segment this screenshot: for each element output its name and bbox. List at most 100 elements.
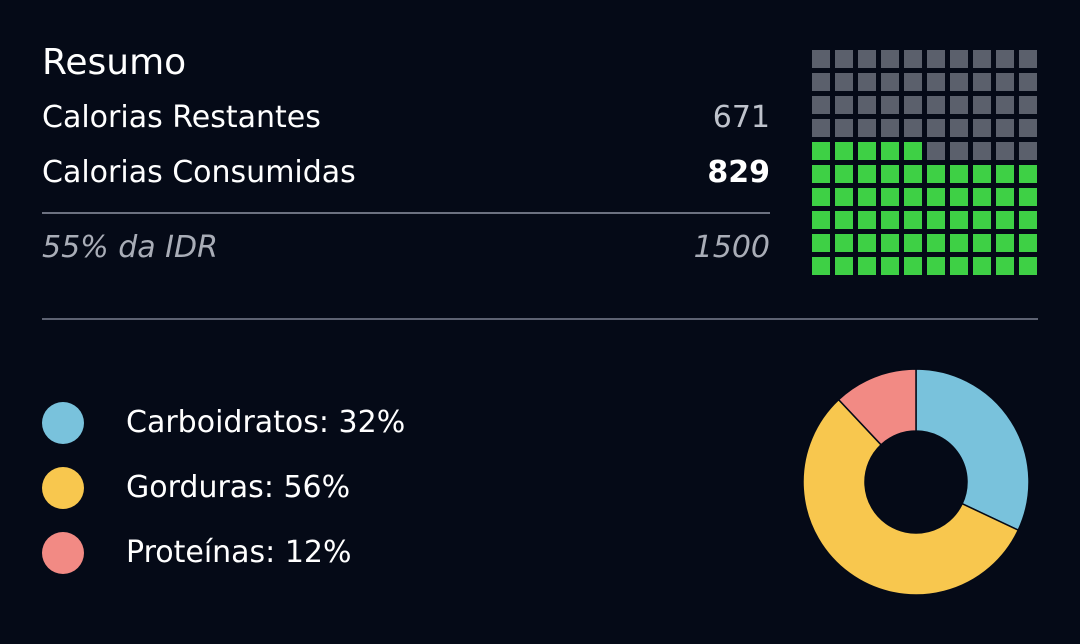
waffle-cell — [950, 96, 968, 114]
legend-item-fats: Gorduras: 56% — [42, 455, 405, 520]
waffle-cell — [812, 211, 830, 229]
waffle-cell — [973, 73, 991, 91]
waffle-cell — [881, 73, 899, 91]
idr-percent-label: 55% da IDR — [42, 230, 218, 265]
waffle-cell — [858, 234, 876, 252]
waffle-cell — [881, 188, 899, 206]
waffle-cell — [973, 211, 991, 229]
idr-total-value: 1500 — [693, 230, 770, 265]
waffle-cell — [904, 96, 922, 114]
waffle-cell — [996, 73, 1014, 91]
waffle-cell — [950, 73, 968, 91]
waffle-cell — [881, 211, 899, 229]
waffle-cell — [881, 142, 899, 160]
waffle-cell — [1019, 165, 1037, 183]
proteins-color-dot — [42, 531, 84, 574]
waffle-cell — [927, 211, 945, 229]
waffle-cell — [1019, 211, 1037, 229]
waffle-cell — [858, 142, 876, 160]
waffle-cell — [996, 50, 1014, 68]
waffle-cell — [835, 211, 853, 229]
waffle-cell — [973, 50, 991, 68]
waffle-cell — [904, 50, 922, 68]
waffle-cell — [996, 96, 1014, 114]
calories-consumed-value: 829 — [707, 155, 770, 190]
waffle-cell — [950, 50, 968, 68]
waffle-cell — [835, 257, 853, 275]
waffle-cell — [996, 211, 1014, 229]
waffle-cell — [973, 188, 991, 206]
waffle-cell — [996, 119, 1014, 137]
waffle-cell — [835, 119, 853, 137]
waffle-cell — [973, 234, 991, 252]
waffle-cell — [881, 96, 899, 114]
donut-slice-carbs — [915, 368, 1030, 532]
waffle-cell — [950, 119, 968, 137]
waffle-cell — [835, 234, 853, 252]
waffle-cell — [858, 119, 876, 137]
calories-remaining-value: 671 — [712, 100, 770, 135]
waffle-cell — [927, 73, 945, 91]
section-divider — [42, 318, 1038, 320]
waffle-cell — [881, 257, 899, 275]
waffle-cell — [812, 257, 830, 275]
waffle-cell — [973, 96, 991, 114]
waffle-cell — [927, 234, 945, 252]
carbs-color-dot — [42, 401, 84, 444]
calorie-waffle-grid — [812, 50, 1040, 278]
waffle-cell — [1019, 73, 1037, 91]
waffle-cell — [904, 188, 922, 206]
macro-donut-chart — [802, 368, 1030, 596]
carbs-label: Carboidratos: 32% — [126, 404, 406, 440]
waffle-cell — [835, 165, 853, 183]
donut-slice-proteins — [837, 368, 917, 446]
waffle-cell — [973, 142, 991, 160]
waffle-cell — [950, 234, 968, 252]
waffle-cell — [950, 257, 968, 275]
waffle-cell — [950, 188, 968, 206]
proteins-label: Proteínas: 12% — [126, 534, 352, 570]
waffle-cell — [881, 165, 899, 183]
legend-item-carbs: Carboidratos: 32% — [42, 390, 405, 455]
waffle-cell — [858, 50, 876, 68]
waffle-cell — [950, 165, 968, 183]
waffle-cell — [881, 119, 899, 137]
waffle-cell — [1019, 119, 1037, 137]
waffle-cell — [927, 165, 945, 183]
waffle-cell — [858, 96, 876, 114]
waffle-cell — [881, 234, 899, 252]
waffle-cell — [996, 165, 1014, 183]
waffle-cell — [812, 234, 830, 252]
waffle-cell — [835, 188, 853, 206]
calories-remaining-label: Calorias Restantes — [42, 100, 321, 135]
waffle-cell — [904, 119, 922, 137]
idr-row: 55% da IDR 1500 — [42, 228, 770, 268]
waffle-cell — [927, 96, 945, 114]
waffle-cell — [1019, 188, 1037, 206]
waffle-cell — [835, 142, 853, 160]
waffle-cell — [927, 257, 945, 275]
waffle-cell — [950, 211, 968, 229]
waffle-cell — [950, 142, 968, 160]
waffle-cell — [904, 73, 922, 91]
waffle-cell — [904, 165, 922, 183]
waffle-cell — [927, 142, 945, 160]
fats-label: Gorduras: 56% — [126, 469, 351, 505]
waffle-cell — [927, 119, 945, 137]
waffle-cell — [835, 96, 853, 114]
waffle-cell — [973, 165, 991, 183]
legend-item-proteins: Proteínas: 12% — [42, 520, 405, 585]
waffle-cell — [996, 188, 1014, 206]
waffle-cell — [1019, 234, 1037, 252]
summary-title: Resumo — [42, 42, 187, 83]
waffle-cell — [835, 50, 853, 68]
waffle-cell — [1019, 50, 1037, 68]
waffle-cell — [1019, 257, 1037, 275]
waffle-cell — [1019, 96, 1037, 114]
waffle-cell — [904, 234, 922, 252]
waffle-cell — [812, 50, 830, 68]
waffle-cell — [881, 50, 899, 68]
waffle-cell — [858, 165, 876, 183]
waffle-cell — [858, 73, 876, 91]
